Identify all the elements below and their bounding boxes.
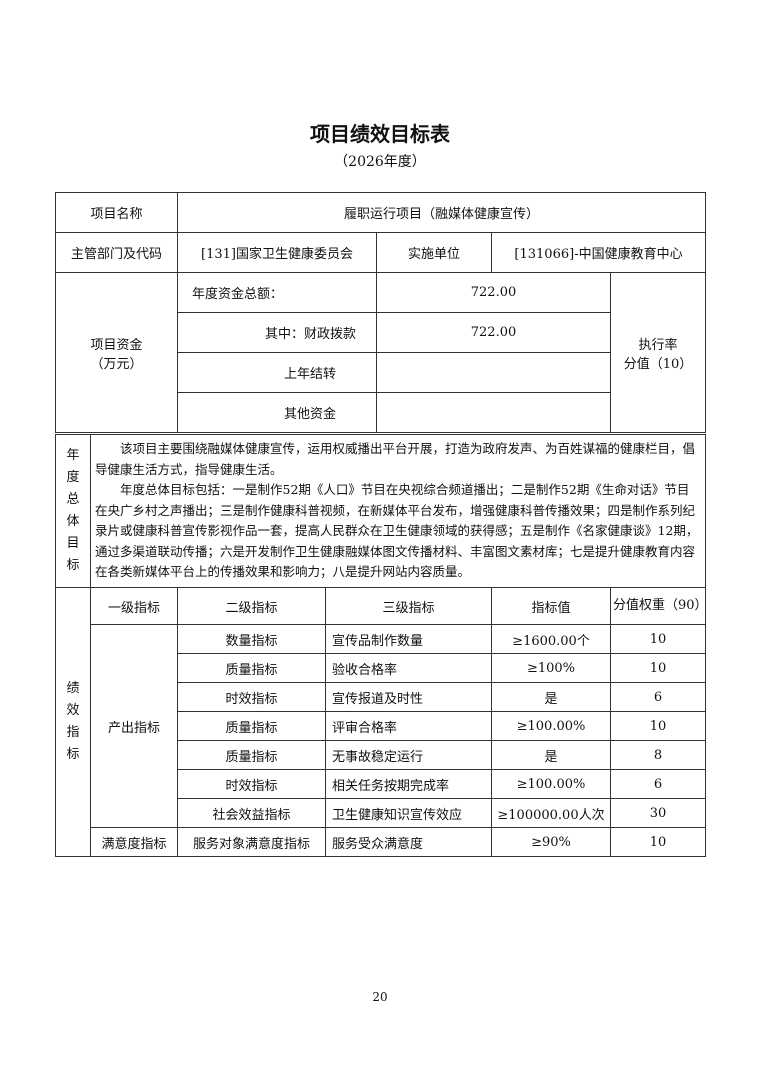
indicator-value: ≥100% — [491, 653, 611, 683]
table-row: 质量指标 评审合格率 ≥100.00% 10 — [56, 711, 706, 741]
score: 10 — [610, 624, 706, 654]
indicator-header-row: 绩效指标 一级指标 二级指标 三级指标 指标值 分值权重（90） — [55, 587, 708, 857]
project-name-label: 项目名称 — [55, 192, 178, 233]
indicator-header: 分值权重（90） — [610, 587, 708, 625]
annual-goal-table: 年度总体目标 该项目主要围绕融媒体健康宣传，运用权威播出平台开展，打造为政府发声… — [55, 434, 706, 588]
page-title: 项目绩效目标表 — [310, 122, 450, 146]
fiscal-value: 722.00 — [376, 312, 611, 353]
third-level: 无事故稳定运行 — [325, 740, 492, 770]
table-row-satisfaction: 满意度指标 服务对象满意度指标 服务受众满意度 ≥90% 10 — [56, 827, 706, 857]
total-label: 年度资金总额： — [177, 272, 377, 313]
project-info-table: 项目名称 履职运行项目（融媒体健康宣传） 主管部门及代码 [131]国家卫生健康… — [55, 192, 707, 433]
goal-label-text: 年度总体目标 — [66, 448, 80, 573]
rate-score: 分值（10） — [623, 356, 693, 372]
second-level: 社会效益指标 — [177, 798, 326, 828]
indicator-value: ≥90% — [491, 827, 611, 857]
project-name: 履职运行项目（融媒体健康宣传） — [176, 192, 707, 233]
second-level: 时效指标 — [177, 769, 326, 799]
second-level: 质量指标 — [177, 740, 326, 770]
third-level: 宣传报道及时性 — [325, 682, 492, 712]
score: 10 — [610, 827, 706, 857]
third-level: 宣传品制作数量 — [325, 624, 492, 654]
indicator-value: 是 — [491, 740, 611, 770]
total-value: 722.00 — [376, 272, 611, 313]
funds-label-text: 项目资金 — [90, 337, 143, 353]
table-row: 产出指标 数量指标 宣传品制作数量 ≥1600.00个 10 — [56, 624, 706, 828]
goal-label: 年度总体目标 — [55, 434, 91, 588]
indicator-value: 是 — [491, 682, 611, 712]
table-row: 社会效益指标 卫生健康知识宣传效应 ≥100000.00人次 30 — [56, 798, 706, 828]
second-level: 质量指标 — [177, 653, 326, 683]
page-number: 20 — [372, 990, 388, 1004]
unit-value: [131066]-中国健康教育中心 — [490, 232, 707, 273]
fiscal-label: 其中：财政拨款 — [177, 312, 377, 353]
second-level: 质量指标 — [177, 711, 326, 741]
first-level: 满意度指标 — [90, 827, 178, 857]
page-subtitle: （2026年度） — [334, 154, 426, 170]
third-level: 相关任务按期完成率 — [325, 769, 492, 799]
indicator-value: ≥100.00% — [491, 769, 611, 799]
goal-paragraph-1: 该项目主要围绕融媒体健康宣传，运用权威播出平台开展，打造为政府发声、为百姓谋福的… — [95, 441, 696, 477]
dept-label: 主管部门及代码 — [55, 232, 178, 273]
score: 10 — [610, 653, 706, 683]
second-level: 服务对象满意度指标 — [177, 827, 326, 857]
table-row: 时效指标 宣传报道及时性是 6 — [56, 682, 706, 712]
funds-label: 项目资金 （万元） — [55, 272, 178, 433]
unit-label: 实施单位 — [376, 232, 492, 273]
indicator-value: ≥1600.00个 — [491, 624, 611, 654]
score: 8 — [610, 740, 706, 770]
indicator-header: 二级指标 — [177, 587, 326, 625]
third-level: 服务受众满意度 — [325, 827, 492, 857]
table-row: 质量指标 验收合格率 ≥100% 10 — [56, 653, 706, 683]
score: 30 — [610, 798, 706, 828]
indicator-header: 三级指标 — [325, 587, 492, 625]
goal-paragraph-2: 年度总体目标包括：一是制作52期《人口》节目在央视综合频道播出；二是制作52期《… — [95, 482, 699, 580]
indicator-header: 指标值 — [491, 587, 611, 625]
indicators-label: 绩效指标 — [66, 681, 80, 762]
other-funds-label: 其他资金 — [177, 392, 377, 433]
third-level: 评审合格率 — [325, 711, 492, 741]
carryover-label: 上年结转 — [177, 352, 377, 393]
indicator-value: ≥100000.00人次 — [491, 798, 611, 828]
rate-label: 执行率 — [638, 337, 678, 353]
score: 6 — [610, 769, 706, 799]
indicator-header: 一级指标 — [90, 587, 178, 625]
indicator-value: ≥100.00% — [491, 711, 611, 741]
output-indicator-label: 产出指标 — [90, 624, 178, 828]
carryover-value — [376, 352, 611, 393]
score: 10 — [610, 711, 706, 741]
funds-unit: （万元） — [90, 356, 143, 372]
goal-text: 该项目主要围绕融媒体健康宣传，运用权威播出平台开展，打造为政府发声、为百姓谋福的… — [90, 434, 706, 588]
table-row: 时效指标 相关任务按期完成率 ≥100.00% 6 — [56, 769, 706, 799]
dept-value: [131]国家卫生健康委员会 — [177, 232, 377, 273]
second-level: 数量指标 — [177, 624, 326, 654]
third-level: 卫生健康知识宣传效应 — [325, 798, 492, 828]
indicators-label-cell: 绩效指标 — [55, 587, 91, 857]
third-level: 验收合格率 — [325, 653, 492, 683]
indicators-table: 绩效指标 一级指标 二级指标 三级指标 指标值 分值权重（90） 产出指标 数量指标 宣传品制作… — [55, 587, 708, 857]
second-level: 时效指标 — [177, 682, 326, 712]
score: 6 — [610, 682, 706, 712]
rate-cell: 执行率分值（10） — [609, 272, 707, 433]
other-funds-value — [376, 392, 611, 433]
